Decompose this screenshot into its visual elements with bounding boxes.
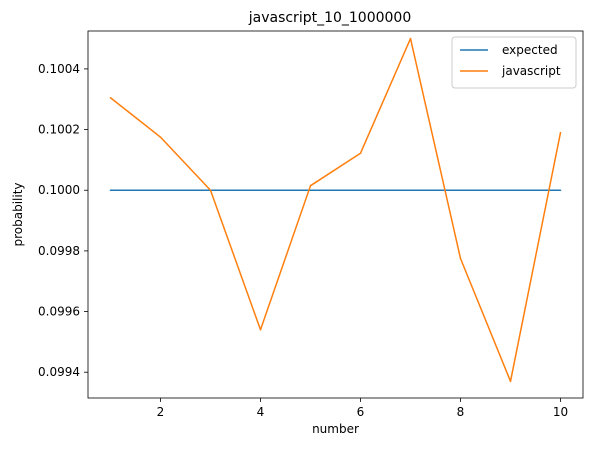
series-line-javascript — [110, 37, 562, 383]
y-tick-label: 0.1002 — [38, 123, 80, 137]
data-point — [309, 184, 312, 187]
data-point — [459, 257, 462, 260]
plot-frame — [87, 30, 584, 399]
data-point — [359, 189, 362, 191]
x-tick-label: 4 — [257, 405, 265, 419]
legend-label: javascript — [501, 64, 561, 78]
x-tick-label: 8 — [457, 405, 465, 419]
data-point — [259, 189, 262, 191]
plot-area — [109, 37, 562, 383]
data-point — [159, 136, 162, 138]
data-point — [559, 131, 562, 134]
data-point — [109, 189, 112, 191]
data-point — [359, 152, 362, 154]
y-tick-label: 0.1000 — [38, 183, 80, 197]
y-tick-label: 0.0996 — [38, 305, 80, 319]
data-point — [409, 189, 412, 191]
data-point — [459, 189, 462, 191]
y-tick-label: 0.1004 — [38, 62, 80, 76]
y-axis: 0.0994 0.0996 0.0998 0.1000 0.1002 0.1004 — [38, 62, 88, 379]
y-axis-label: probability — [11, 182, 25, 246]
data-point — [109, 96, 112, 99]
y-tick-label: 0.0994 — [38, 365, 80, 379]
data-point — [509, 380, 512, 383]
data-point — [159, 189, 162, 191]
data-point — [509, 189, 512, 191]
x-tick-label: 2 — [157, 405, 165, 419]
legend: expected javascript — [451, 36, 577, 89]
x-tick-label: 10 — [553, 405, 568, 419]
data-point — [409, 37, 412, 40]
x-tick-label: 6 — [357, 405, 365, 419]
x-axis-label: number — [312, 422, 359, 436]
data-point — [209, 189, 212, 191]
data-point — [559, 189, 562, 191]
x-axis: 2 4 6 8 10 — [157, 398, 568, 419]
data-point — [309, 189, 312, 191]
y-tick-label: 0.0998 — [38, 244, 80, 258]
data-point — [259, 329, 262, 331]
chart-title: javascript_10_1000000 — [248, 10, 412, 26]
legend-label: expected — [502, 43, 558, 57]
